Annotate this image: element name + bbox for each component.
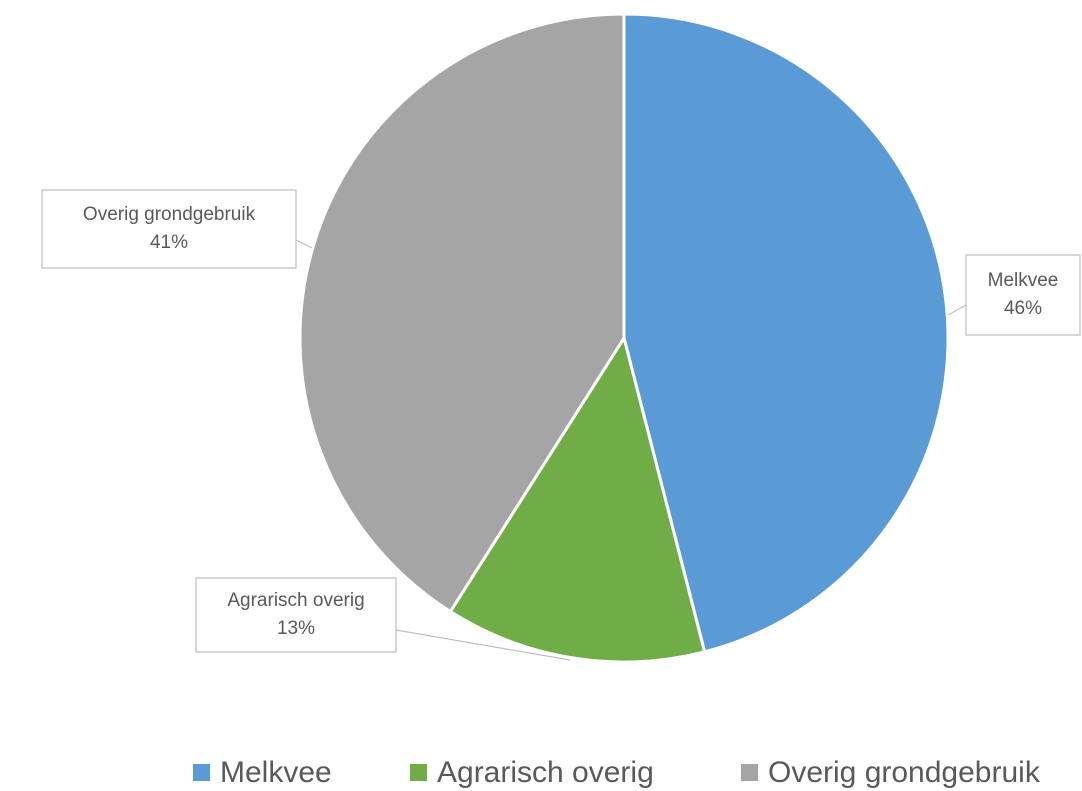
data-label-name: Melkvee — [988, 270, 1059, 291]
label-box — [195, 577, 397, 653]
pie-slice — [622, 12, 950, 654]
data-label: 41% — [150, 232, 188, 253]
leader-line — [295, 239, 313, 249]
pie-slice — [298, 12, 626, 614]
data-label: 46% — [1004, 298, 1042, 319]
label-box — [41, 189, 297, 269]
data-label: 13% — [277, 618, 315, 639]
pie-slice — [448, 334, 707, 664]
legend-label: Melkvee — [220, 756, 332, 789]
legend-label: Agrarisch overig — [437, 756, 654, 789]
label-box — [965, 254, 1081, 336]
data-label-name: Agrarisch overig — [227, 590, 364, 611]
data-label-name: Overig grondgebruik — [83, 204, 256, 225]
legend-swatch — [410, 764, 427, 781]
legend-swatch — [193, 764, 210, 781]
legend-swatch — [741, 764, 758, 781]
leader-line — [395, 629, 571, 661]
legend-label: Overig grondgebruik — [768, 756, 1041, 789]
leader-line — [947, 304, 967, 316]
